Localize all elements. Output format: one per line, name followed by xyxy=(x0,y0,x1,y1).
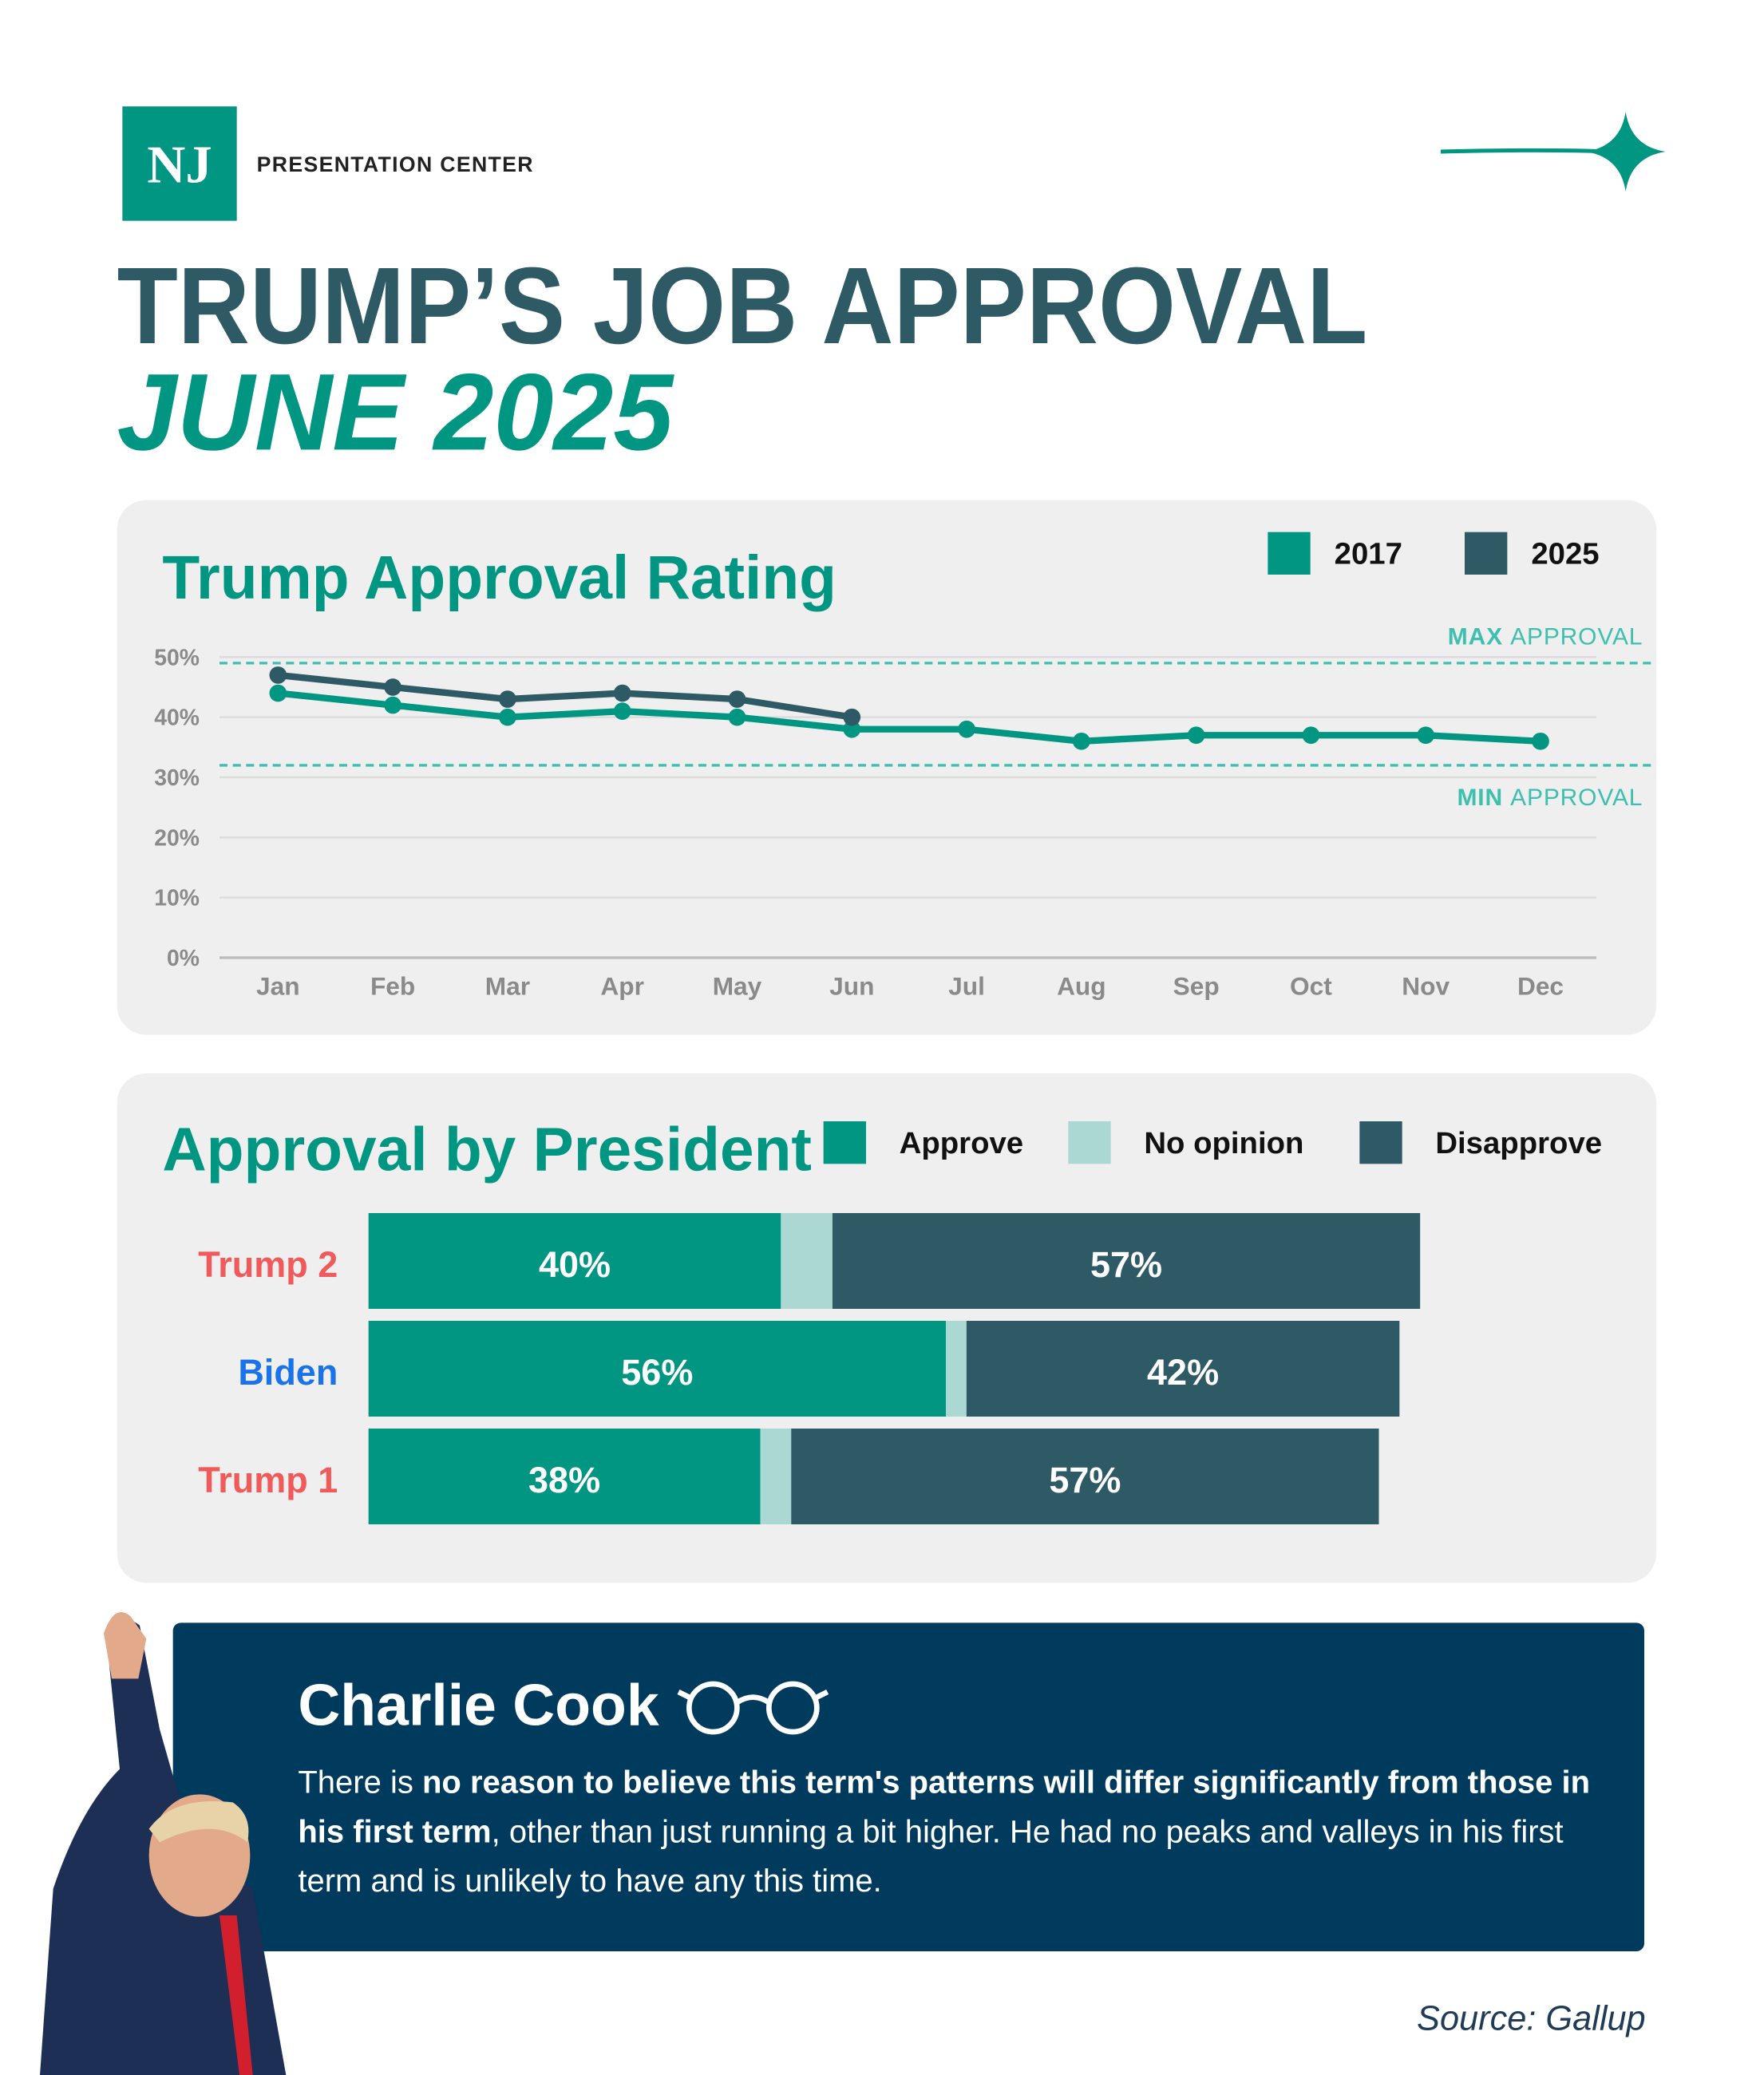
point xyxy=(384,678,401,696)
brand: PRESENTATION CENTER xyxy=(257,152,534,176)
x-tick-label: Apr xyxy=(600,972,644,1001)
y-tick-label: 50% xyxy=(154,645,200,670)
value-label: 57% xyxy=(1049,1460,1121,1500)
category-label: Trump 2 xyxy=(198,1244,338,1285)
value-label: 40% xyxy=(539,1244,611,1285)
bar-segment xyxy=(368,1321,947,1417)
subtitle: JUNE 2025 xyxy=(117,350,675,472)
bar-segment xyxy=(781,1213,833,1309)
bar-chart: Approval by President Approve No opinion Di… xyxy=(162,1117,1602,1524)
title: TRUMP’S JOB APPROVAL xyxy=(117,244,1368,366)
logo-box xyxy=(122,106,237,221)
point xyxy=(384,696,401,714)
person-figure xyxy=(40,1611,287,2075)
value-label: 38% xyxy=(528,1460,600,1500)
y-tick-label: 40% xyxy=(154,706,200,731)
legend-swatch xyxy=(1068,1121,1111,1164)
legend-label: Disapprove xyxy=(1435,1126,1602,1160)
point xyxy=(499,690,516,708)
point xyxy=(1187,726,1205,745)
bar-segment xyxy=(368,1429,761,1524)
point xyxy=(1073,732,1090,750)
x-tick-label: Mar xyxy=(485,972,530,1001)
legend-swatch xyxy=(1359,1121,1402,1164)
point xyxy=(843,708,861,726)
quote-text: There is no reason to believe this term'… xyxy=(298,1758,1615,1906)
x-tick-label: Jul xyxy=(948,972,985,1001)
legend-label: No opinion xyxy=(1144,1126,1303,1160)
chart-title: Trump Approval Rating xyxy=(162,544,837,612)
quote-segment: , other than just running a bit higher. … xyxy=(298,1814,1564,1899)
quote-segment: no reason to believe this term's pattern… xyxy=(298,1765,1591,1851)
reference-label-text: APPROVAL xyxy=(1510,624,1643,650)
point xyxy=(958,720,975,738)
y-tick-label: 30% xyxy=(154,765,200,791)
point xyxy=(1532,732,1549,750)
x-tick-label: Dec xyxy=(1517,972,1564,1001)
quote-author: Charlie Cook xyxy=(298,1673,659,1738)
y-tick-label: 20% xyxy=(154,825,200,851)
x-tick-label: May xyxy=(713,972,762,1001)
logo-text: NJ xyxy=(147,136,212,194)
bar-segment xyxy=(966,1321,1400,1417)
value-label: 56% xyxy=(621,1352,693,1393)
reference-label: MAX APPROVAL xyxy=(1448,624,1643,650)
x-tick-label: Jun xyxy=(829,972,874,1001)
legend-label: 2017 xyxy=(1335,537,1402,571)
chart-title: Approval by President xyxy=(162,1117,812,1184)
point xyxy=(269,666,287,684)
y-tick-label: 10% xyxy=(154,886,200,911)
legend-label: 2025 xyxy=(1531,537,1599,571)
quote-segment: There is xyxy=(298,1765,422,1801)
bar-segment xyxy=(946,1321,967,1417)
decor-line xyxy=(1440,148,1613,154)
reference-label-text: APPROVAL xyxy=(1510,785,1643,811)
line-chart: Trump Approval Rating 0% 10% 20% 30% 40% 50% Ja… xyxy=(154,532,1656,1001)
point xyxy=(728,708,746,726)
reference-label-bold: MIN xyxy=(1457,785,1503,811)
legend-swatch xyxy=(823,1121,866,1164)
x-tick-label: Oct xyxy=(1290,972,1332,1001)
line-panel xyxy=(117,500,1657,1035)
series-line xyxy=(277,671,852,721)
point xyxy=(613,702,631,720)
bar-segment xyxy=(832,1213,1421,1309)
point xyxy=(728,690,746,708)
value-label: 57% xyxy=(1090,1244,1162,1285)
x-tick-label: Jan xyxy=(256,972,300,1001)
point xyxy=(843,720,861,738)
legend-label: Approve xyxy=(900,1126,1023,1160)
x-tick-label: Nov xyxy=(1402,972,1450,1001)
point xyxy=(613,684,631,702)
bar-segment xyxy=(368,1213,781,1309)
category-label: Biden xyxy=(238,1352,338,1393)
series-line xyxy=(277,690,1541,745)
point xyxy=(1302,726,1320,745)
quote-box xyxy=(172,1622,1645,1951)
x-tick-label: Feb xyxy=(370,972,415,1001)
reference-label-bold: MAX xyxy=(1448,624,1503,650)
point xyxy=(1417,726,1435,745)
y-tick-label: 0% xyxy=(167,946,200,971)
reference-label: MIN APPROVAL xyxy=(1457,785,1643,811)
decor-star xyxy=(1585,112,1666,192)
legend-swatch xyxy=(1268,532,1311,575)
legend-swatch xyxy=(1465,532,1508,575)
bar-segment xyxy=(791,1429,1379,1524)
value-label: 42% xyxy=(1147,1352,1219,1393)
source: Source: Gallup xyxy=(1417,1999,1646,2037)
quote-text-box: There is no reason to believe this term'… xyxy=(298,1758,1615,1906)
point xyxy=(269,684,287,702)
category-label: Trump 1 xyxy=(198,1460,338,1500)
bar-segment xyxy=(760,1429,792,1524)
x-tick-label: Sep xyxy=(1173,972,1220,1001)
glasses-icon xyxy=(677,1681,829,1735)
point xyxy=(499,708,516,726)
x-tick-label: Aug xyxy=(1057,972,1106,1001)
